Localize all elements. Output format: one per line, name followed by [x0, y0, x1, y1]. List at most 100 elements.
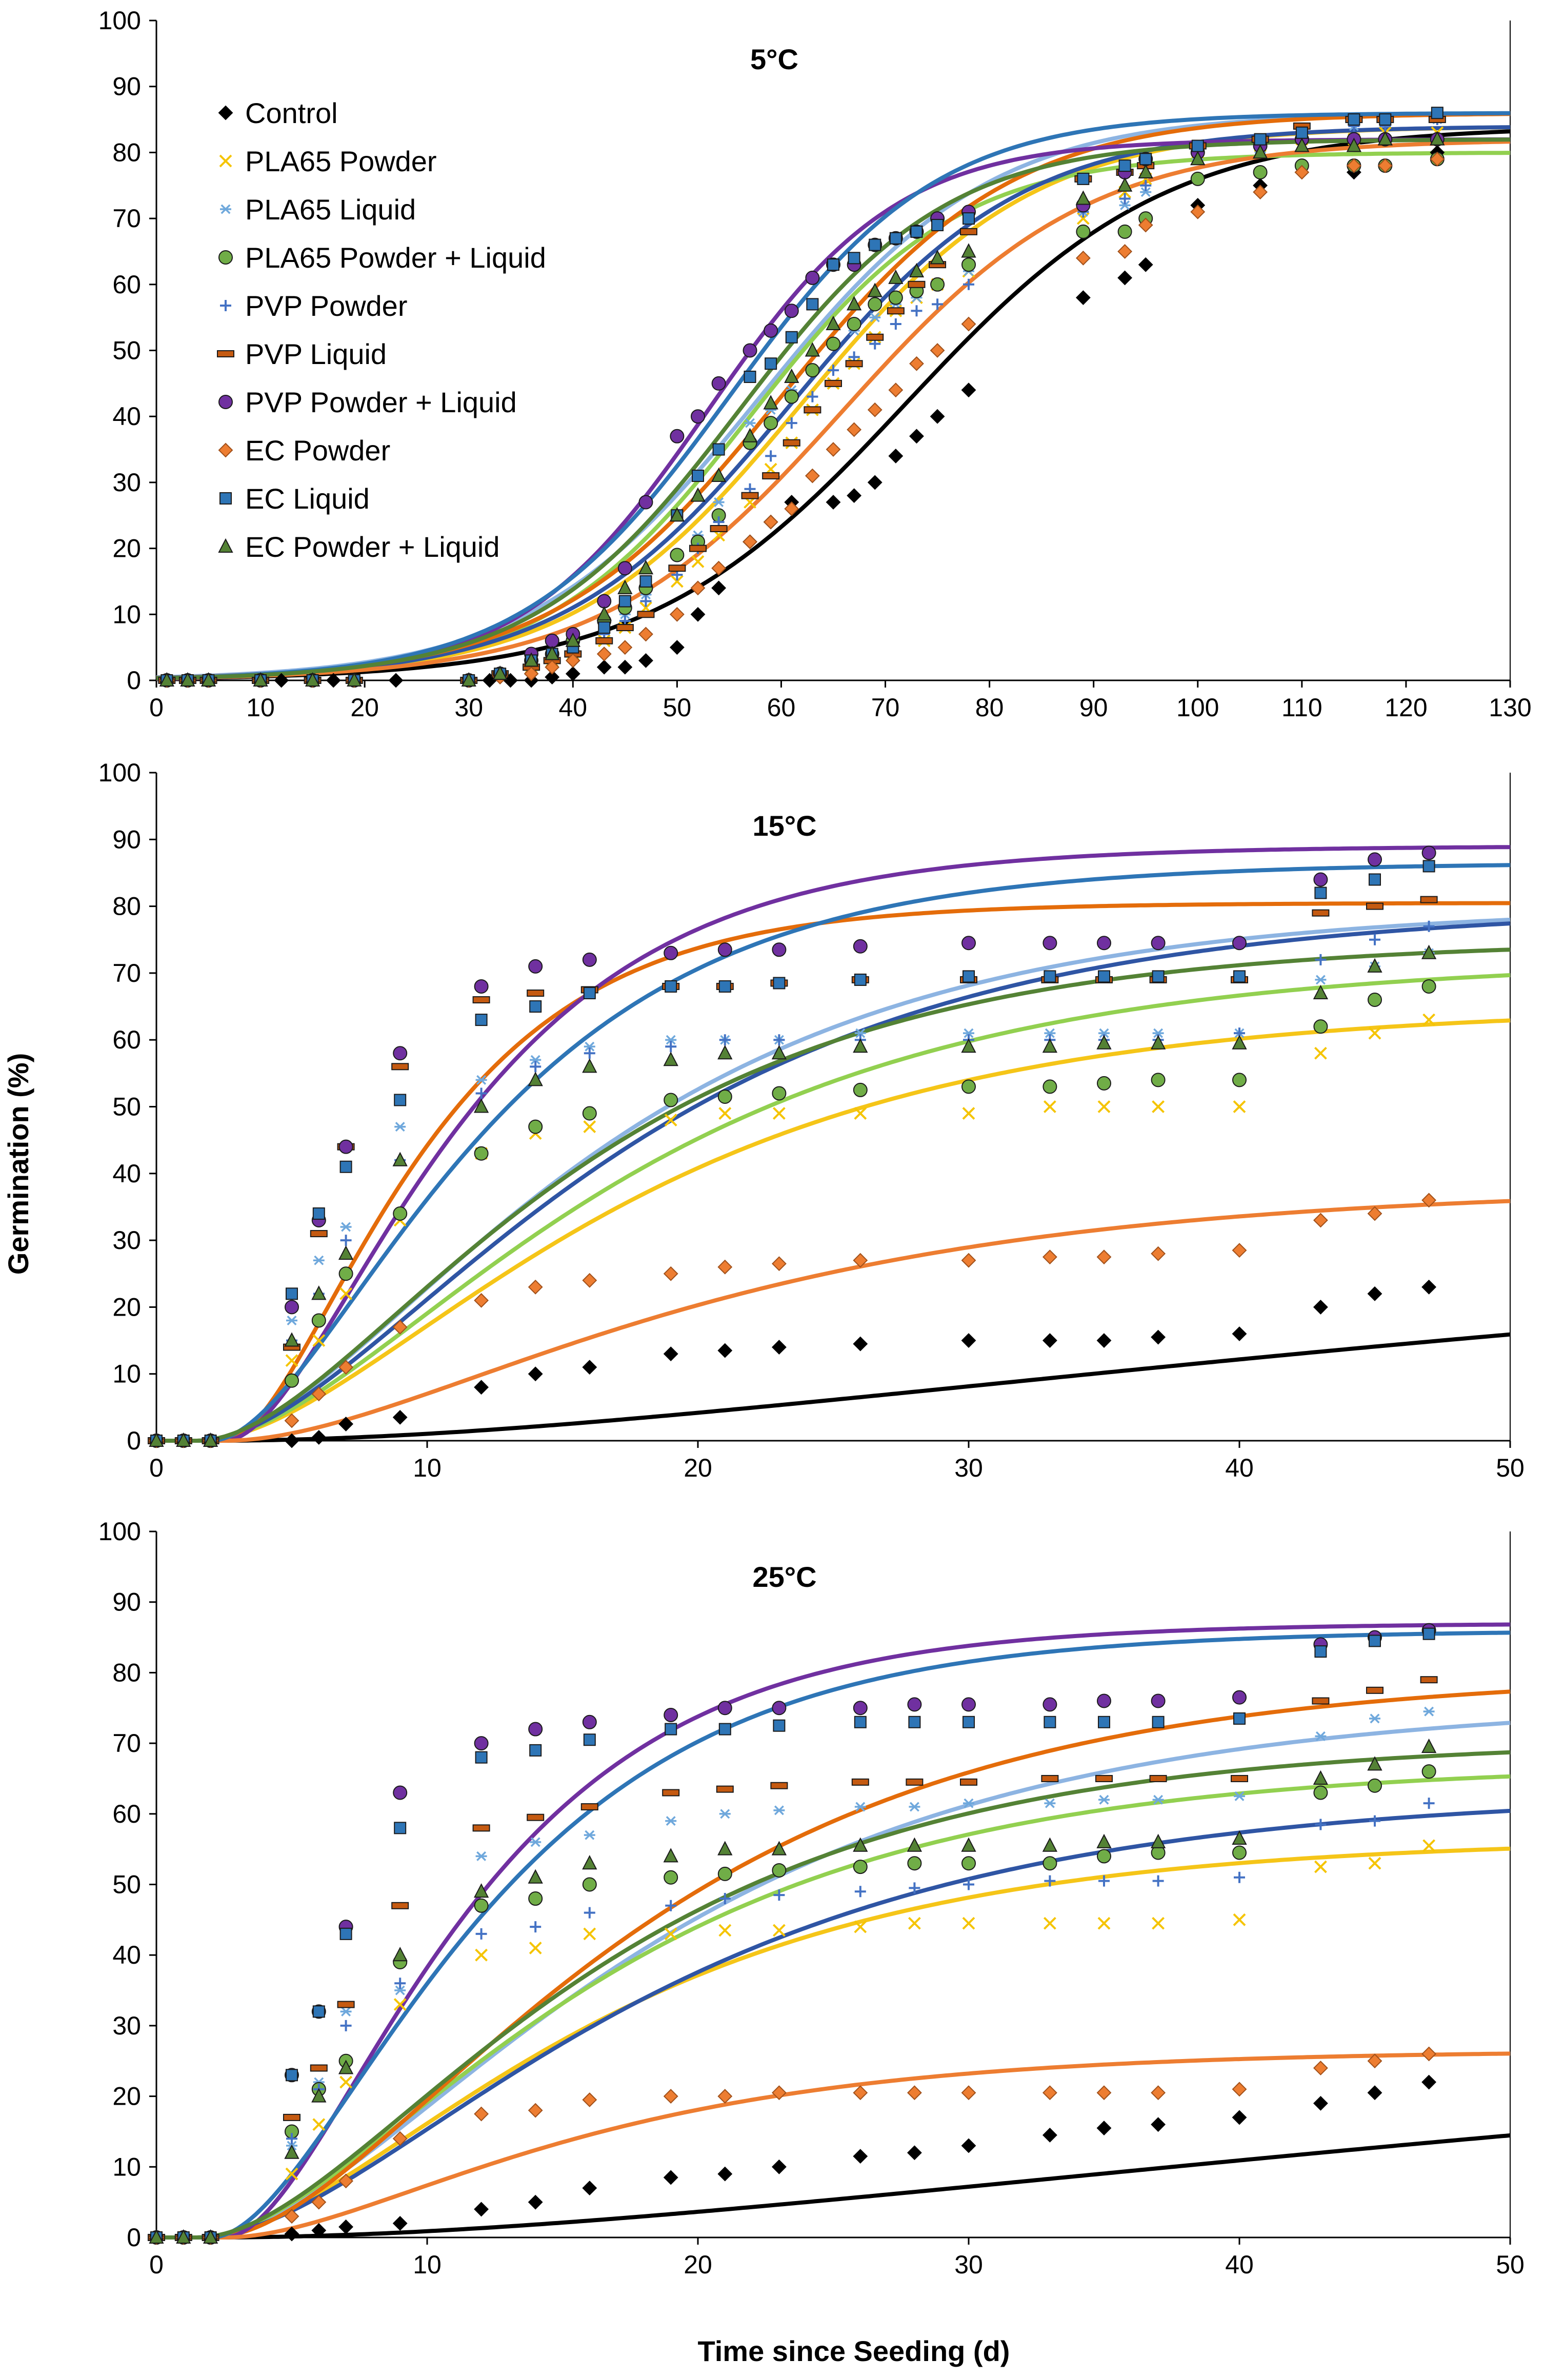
point-control — [663, 2170, 678, 2185]
point-control — [392, 2216, 408, 2231]
point-pla65-powder — [583, 1927, 596, 1941]
point-ec-liquid — [910, 225, 923, 238]
point-pvp-powder-liquid — [961, 1697, 976, 1712]
point-pvp-powder-liquid — [285, 1300, 299, 1315]
point-control — [284, 2226, 299, 2242]
point-ec-liquid — [1254, 133, 1267, 146]
fit-curve-control — [156, 1332, 1511, 1443]
point-ec-powder — [1042, 1249, 1057, 1265]
point-pvp-powder-liquid — [1042, 1697, 1057, 1712]
point-pla65-powder-liquid — [474, 1146, 489, 1161]
point-pvp-liquid — [1041, 1774, 1059, 1782]
y-tick-label: 40 — [112, 1159, 141, 1188]
point-ec-liquid — [854, 973, 867, 986]
y-tick-label: 10 — [112, 600, 141, 629]
point-ec-powder-liquid — [253, 672, 268, 687]
point-ec-powder — [582, 2092, 597, 2107]
point-pla65-powder — [691, 555, 705, 568]
point-pla65-liquid — [584, 1041, 595, 1052]
point-pvp-powder-liquid — [1232, 936, 1247, 951]
point-pvp-powder — [394, 1978, 406, 1989]
legend-marker-control — [218, 105, 233, 120]
point-pvp-liquid — [710, 525, 728, 532]
point-control — [474, 2202, 489, 2217]
point-ec-powder — [1421, 2046, 1437, 2062]
y-tick-label: 40 — [112, 1941, 141, 1969]
point-pla65-powder — [1422, 1839, 1436, 1852]
point-pla65-powder-liquid — [868, 297, 883, 312]
point-pla65-liquid — [1234, 1791, 1245, 1801]
point-ec-liquid — [665, 980, 677, 993]
point-ec-liquid — [765, 357, 777, 370]
chart-title: 5°C — [750, 43, 798, 75]
point-pla65-powder-liquid — [338, 1266, 353, 1281]
point-control — [669, 640, 685, 655]
point-pvp-powder-liquid — [1151, 1693, 1166, 1708]
point-ec-powder — [888, 382, 904, 398]
point-ec-powder — [392, 2131, 408, 2146]
point-ec-liquid — [1118, 159, 1131, 172]
point-ec-powder — [1138, 217, 1153, 233]
point-ec-powder-liquid — [961, 1837, 976, 1852]
legend-label-pla65-powder-liquid: PLA65 Powder + Liquid — [245, 241, 546, 274]
y-tick-label: 10 — [112, 2152, 141, 2181]
fit-curve-pvp-powder-liquid — [156, 845, 1510, 1443]
point-pla65-powder — [670, 575, 684, 588]
point-ec-powder — [338, 2173, 354, 2189]
point-ec-powder-liquid — [149, 2229, 164, 2244]
point-pla65-liquid — [1140, 187, 1152, 197]
point-pla65-powder-liquid — [907, 1856, 922, 1871]
point-pvp-powder — [475, 1087, 487, 1099]
point-pvp-liquid — [637, 611, 655, 618]
point-pla65-liquid — [744, 418, 756, 428]
point-pla65-powder-liquid — [717, 1089, 732, 1104]
point-ec-powder-liquid — [1096, 1035, 1112, 1050]
point-ec-powder-liquid — [392, 1152, 408, 1166]
point-ec-powder — [717, 2089, 733, 2104]
point-control — [1138, 257, 1153, 272]
point-pvp-powder-liquid — [670, 429, 685, 443]
point-ec-powder-liquid — [338, 2060, 354, 2074]
x-tick-label: 50 — [1496, 1454, 1525, 1482]
point-pvp-powder — [807, 391, 818, 402]
chart-5c: 0 10 20 30 40 50 60 70 80 90 100 0 10 20 30 40 50 60 70 80 9… — [98, 6, 1532, 722]
point-pvp-powder-liquid — [772, 1701, 787, 1716]
point-pvp-powder — [584, 1907, 595, 1919]
point-ec-liquid — [1152, 1716, 1165, 1728]
point-ec-liquid — [1152, 970, 1165, 983]
point-control — [961, 2138, 976, 2153]
point-pla65-powder — [583, 1120, 596, 1134]
y-tick-label: 60 — [112, 1025, 141, 1054]
point-pvp-powder — [1369, 1815, 1380, 1827]
point-ec-powder-liquid — [663, 1052, 678, 1066]
point-pvp-liquid — [825, 379, 842, 387]
fit-curve-ec-powder — [156, 139, 1511, 681]
point-pvp-powder — [890, 318, 901, 330]
y-tick-label: 0 — [127, 2223, 141, 2252]
y-tick-label: 70 — [112, 959, 141, 987]
point-ec-liquid — [692, 470, 704, 482]
point-ec-powder — [1294, 165, 1310, 180]
point-pvp-powder-liquid — [393, 1046, 408, 1061]
point-pvp-liquid — [783, 439, 800, 447]
point-ec-powder — [784, 501, 799, 516]
point-pla65-powder — [339, 2075, 353, 2089]
point-pvp-liquid — [472, 996, 490, 1004]
legend: Control PLA65 Powder PLA65 Liquid PLA65 Pow… — [217, 97, 546, 563]
y-tick-label: 30 — [112, 1226, 141, 1255]
point-pvp-liquid — [337, 2001, 355, 2008]
point-ec-liquid — [1044, 1716, 1056, 1728]
point-control — [907, 2145, 922, 2161]
point-pla65-liquid — [286, 1315, 297, 1325]
point-pvp-powder — [1044, 1875, 1056, 1887]
point-ec-powder-liquid — [805, 342, 820, 357]
point-control — [961, 382, 976, 398]
point-pla65-powder-liquid — [285, 1373, 299, 1388]
point-ec-powder — [1232, 2082, 1247, 2097]
point-pvp-powder — [719, 1893, 731, 1905]
point-ec-powder — [524, 666, 539, 681]
point-ec-powder-liquid — [1232, 1035, 1247, 1050]
point-pvp-liquid — [689, 544, 707, 552]
